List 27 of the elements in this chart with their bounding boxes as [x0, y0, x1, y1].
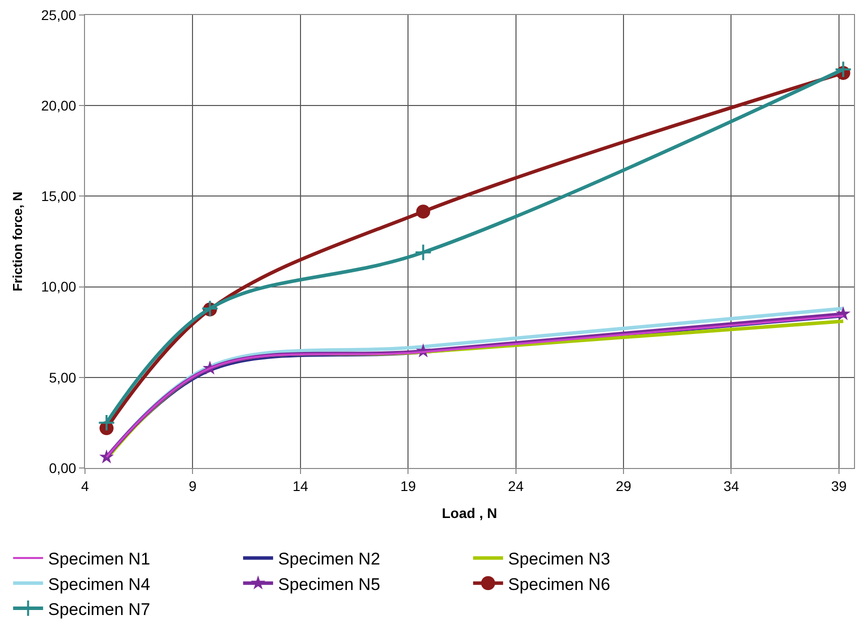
- point: [414, 244, 432, 262]
- x-tick-label: 34: [723, 478, 740, 494]
- point: [834, 60, 852, 78]
- legend-label: Specimen N7: [48, 600, 150, 619]
- point: [416, 204, 430, 219]
- x-tick-label: 24: [508, 478, 524, 494]
- y-tick-label: 10,00: [41, 278, 76, 295]
- y-tick-label: 20,00: [41, 98, 76, 114]
- legend-label: Specimen N3: [508, 550, 610, 569]
- x-tick-label: 19: [400, 478, 416, 494]
- point: [98, 414, 116, 432]
- x-tick-label: 9: [188, 478, 197, 494]
- x-tick-label: 39: [831, 478, 847, 494]
- legend-label: Specimen N6: [508, 574, 610, 594]
- legend-label: Specimen N4: [48, 574, 150, 594]
- x-tick-label: 4: [81, 478, 90, 494]
- x-axis-title: Load , N: [442, 505, 498, 522]
- y-tick-label: 15,00: [41, 188, 76, 204]
- y-tick-label: 25,00: [41, 6, 76, 23]
- y-tick-label: 0,00: [48, 460, 76, 476]
- y-tick-label: 5,00: [48, 369, 76, 386]
- legend-label: Specimen N2: [278, 550, 380, 569]
- y-axis-title: Friction force, N: [10, 192, 26, 292]
- x-tick-label: 14: [292, 478, 308, 494]
- x-tick-label: 29: [616, 478, 632, 494]
- legend-label: Specimen N1: [48, 550, 150, 569]
- legend-label: Specimen N5: [278, 574, 380, 594]
